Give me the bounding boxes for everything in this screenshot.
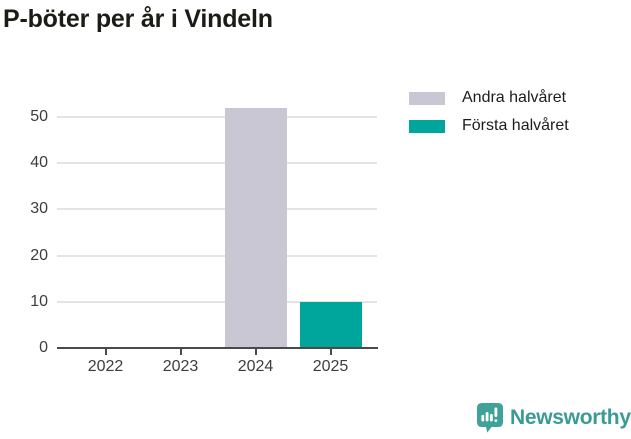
x-axis-tick — [254, 349, 257, 355]
x-axis-tick — [179, 349, 182, 355]
x-axis-tick — [104, 349, 107, 355]
gridline — [57, 208, 377, 211]
bar-2024 — [224, 107, 287, 348]
bar-2025 — [299, 301, 362, 348]
x-axis-label: 2025 — [312, 358, 349, 375]
brand-name: Newsworthy — [510, 406, 631, 429]
legend-label: Första halvåret — [462, 117, 569, 134]
gridline — [57, 162, 377, 165]
y-axis-label: 50 — [30, 108, 48, 125]
newsworthy-logo: Newsworthy — [477, 403, 631, 433]
legend-swatch — [409, 119, 445, 133]
legend-label: Andra halvåret — [462, 89, 567, 106]
x-axis-label: 2023 — [162, 358, 199, 375]
gridline — [57, 254, 377, 257]
gridline — [57, 300, 377, 303]
x-axis-line — [57, 347, 378, 349]
x-axis-label: 2022 — [87, 358, 124, 375]
y-axis-label: 10 — [30, 292, 48, 310]
legend-item: Andra halvåret — [409, 84, 569, 112]
x-axis-label: 2024 — [237, 358, 274, 375]
chart-title: P-böter per år i Vindeln — [3, 5, 273, 33]
y-axis-label: 0 — [39, 339, 48, 356]
y-axis-label: 20 — [30, 246, 48, 264]
x-axis-tick — [329, 349, 332, 355]
legend: Andra halvåret Första halvåret — [409, 84, 569, 140]
gridline — [57, 116, 377, 118]
legend-item: Första halvåret — [409, 112, 569, 140]
y-axis-label: 40 — [30, 154, 48, 172]
newsworthy-icon — [477, 403, 503, 433]
y-axis-label: 30 — [30, 200, 48, 218]
legend-swatch — [409, 91, 445, 105]
